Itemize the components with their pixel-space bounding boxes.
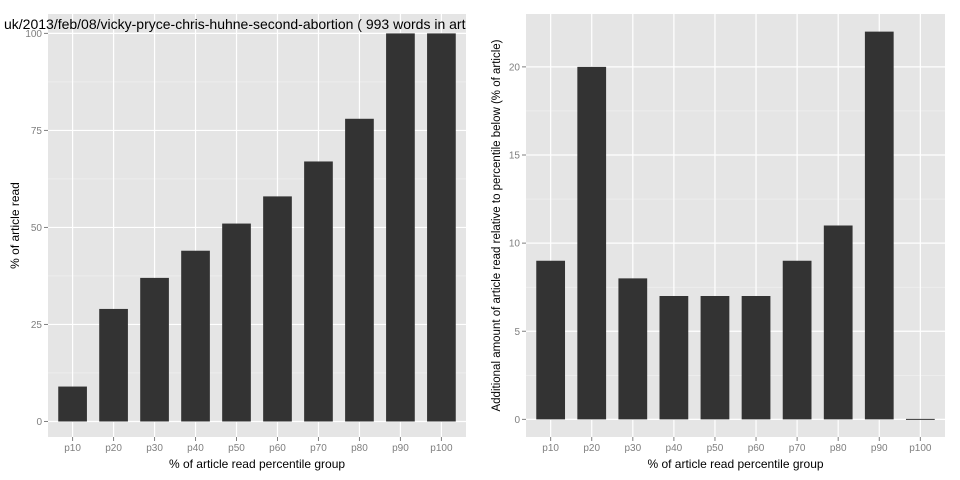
x-tick-label: p50 <box>707 443 724 454</box>
x-tick-label: p20 <box>105 443 122 454</box>
x-tick-label: p90 <box>392 443 409 454</box>
bar-p90 <box>864 31 894 420</box>
left-y-axis-title: % of article read <box>8 182 22 269</box>
y-tick-label: 15 <box>509 151 521 162</box>
bar-p80 <box>345 118 374 422</box>
bar-p50 <box>700 296 730 420</box>
bar-p100 <box>427 33 456 422</box>
y-tick-label: 100 <box>25 29 42 40</box>
x-tick-label: p20 <box>583 443 600 454</box>
right-chart: 0 5 10 15 20 p10 p20 p30 p40 p50 p60 p70 p80 p90 p100… <box>491 14 945 471</box>
left-x-axis-title: % of article read percentile group <box>169 457 345 471</box>
left-x-ticks: p10 p20 p30 p40 p50 p60 p70 p80 p90 p100 <box>64 437 453 454</box>
y-tick-label: 0 <box>36 417 42 428</box>
bar-p40 <box>181 250 210 422</box>
bar-p60 <box>741 296 771 420</box>
right-bars <box>536 31 935 420</box>
bar-p80 <box>823 225 853 420</box>
x-tick-label: p30 <box>624 443 641 454</box>
y-tick-label: 10 <box>509 239 521 250</box>
bar-p40 <box>659 296 689 420</box>
bar-p60 <box>263 196 292 422</box>
x-tick-label: p100 <box>430 443 453 454</box>
y-tick-label: 50 <box>31 223 43 234</box>
x-tick-label: p80 <box>830 443 847 454</box>
left-chart-title: uk/2013/feb/08/vicky-pryce-chris-huhne-s… <box>4 16 466 32</box>
x-tick-label: p40 <box>666 443 683 454</box>
y-tick-label: 5 <box>514 327 520 338</box>
bar-p10 <box>58 386 87 422</box>
right-y-axis-title: Additional amount of article read relati… <box>491 39 503 411</box>
x-tick-label: p70 <box>310 443 327 454</box>
x-tick-label: p40 <box>187 443 204 454</box>
bar-p30 <box>618 278 648 420</box>
bar-p30 <box>140 277 169 422</box>
x-tick-label: p60 <box>748 443 765 454</box>
x-tick-label: p10 <box>542 443 559 454</box>
x-tick-label: p80 <box>351 443 368 454</box>
y-tick-label: 20 <box>509 62 521 73</box>
bar-p100 <box>905 418 935 420</box>
x-tick-label: p90 <box>871 443 888 454</box>
x-tick-label: p70 <box>789 443 806 454</box>
bar-p20 <box>99 308 128 422</box>
x-tick-label: p10 <box>64 443 81 454</box>
bar-p50 <box>222 223 251 422</box>
right-x-axis-title: % of article read percentile group <box>647 457 823 471</box>
x-tick-label: p60 <box>269 443 286 454</box>
bar-p10 <box>536 260 566 420</box>
x-tick-label: p50 <box>228 443 245 454</box>
right-x-ticks: p10 p20 p30 p40 p50 p60 p70 p80 p90 p100 <box>542 437 932 454</box>
bar-p90 <box>386 33 415 422</box>
y-tick-label: 0 <box>514 415 520 426</box>
left-y-ticks: 0 25 50 75 100 <box>25 29 48 428</box>
bar-p70 <box>782 260 812 420</box>
x-tick-label: p30 <box>146 443 163 454</box>
x-tick-label: p100 <box>909 443 932 454</box>
bar-p20 <box>577 66 607 420</box>
bar-p70 <box>304 161 333 422</box>
y-tick-label: 25 <box>31 320 43 331</box>
y-tick-label: 75 <box>31 126 43 137</box>
left-bars <box>58 33 456 422</box>
right-y-ticks: 0 5 10 15 20 <box>509 62 526 426</box>
